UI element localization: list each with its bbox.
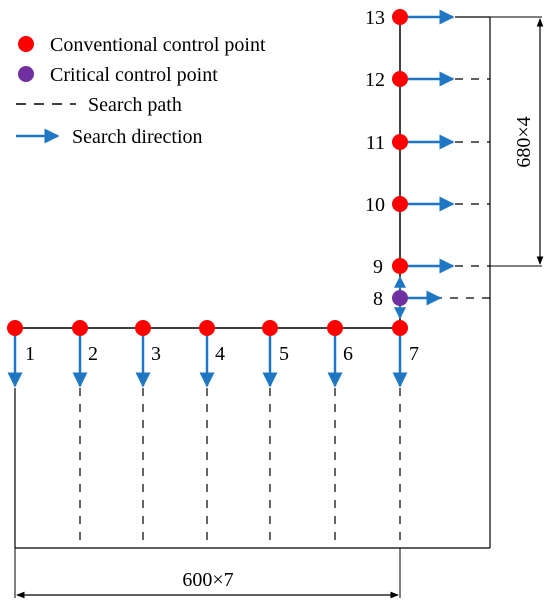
legend-critical-label: Critical control point <box>50 64 218 86</box>
control-point-13 <box>392 9 408 25</box>
legend-search-direction-label: Search direction <box>72 126 203 148</box>
control-point-12 <box>392 71 408 87</box>
legend-conventional-label: Conventional control point <box>50 34 266 56</box>
point-label-8: 8 <box>373 288 383 310</box>
point-label-3: 3 <box>151 343 161 365</box>
point-label-5: 5 <box>279 343 289 365</box>
control-point-11 <box>392 134 408 150</box>
control-point-4 <box>199 320 215 336</box>
legend-conventional-marker <box>18 36 34 52</box>
point-label-13: 13 <box>365 7 385 29</box>
point-label-2: 2 <box>88 343 98 365</box>
point-label-4: 4 <box>215 343 225 365</box>
legend-critical-marker <box>18 66 34 82</box>
point-label-7: 7 <box>409 343 419 365</box>
point-label-12: 12 <box>365 69 385 91</box>
point-label-9: 9 <box>373 256 383 278</box>
control-points <box>7 9 408 336</box>
vertical-dim-label: 680×4 <box>513 116 535 167</box>
control-point-9 <box>392 258 408 274</box>
control-point-2 <box>72 320 88 336</box>
search-paths <box>14 16 491 549</box>
control-point-10 <box>392 196 408 212</box>
point-labels: 1 2 3 4 5 6 7 13 12 11 10 9 8 <box>25 7 419 365</box>
control-point-3 <box>135 320 151 336</box>
control-point-1 <box>7 320 23 336</box>
control-point-6 <box>327 320 343 336</box>
point-label-6: 6 <box>343 343 353 365</box>
vertical-dimension: 680×4 <box>490 16 544 267</box>
point-label-11: 11 <box>366 132 385 154</box>
point-label-10: 10 <box>365 194 385 216</box>
legend-search-path-label: Search path <box>88 94 182 116</box>
horizontal-dim-label: 600×7 <box>182 569 233 591</box>
horizontal-dimension: 600×7 <box>14 548 401 599</box>
search-direction-arrows <box>7 9 455 388</box>
point-label-1: 1 <box>25 343 35 365</box>
legend: Conventional control point Critical cont… <box>16 34 266 148</box>
control-point-8-critical <box>392 290 408 306</box>
control-point-7 <box>392 320 408 336</box>
control-point-5 <box>262 320 278 336</box>
